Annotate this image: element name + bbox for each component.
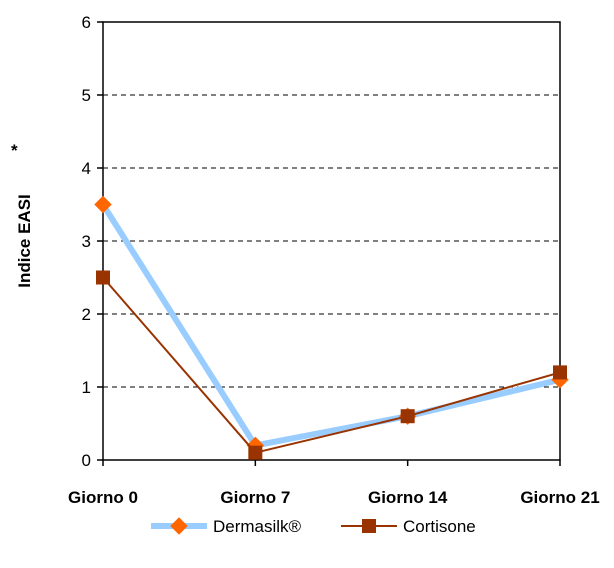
point-cortisone-2 xyxy=(400,409,415,424)
point-cortisone-0 xyxy=(96,270,110,285)
x-tick-label-0: Giorno 0 xyxy=(68,488,138,507)
legend-marker-dermasilk xyxy=(170,517,188,535)
x-tick-label-3: Giorno 21 xyxy=(520,488,599,507)
point-dermasilk-0 xyxy=(94,195,112,214)
y-axis-title-note: * xyxy=(11,141,18,160)
series-layer xyxy=(94,195,569,460)
y-axis-title: Indice EASI xyxy=(15,194,34,288)
x-axis-ticks: Giorno 0 Giorno 7 Giorno 14 Giorno 21 xyxy=(68,460,600,507)
point-cortisone-3 xyxy=(553,365,567,380)
legend-label-dermasilk: Dermasilk® xyxy=(213,517,302,536)
y-tick-label-6: 6 xyxy=(82,13,91,32)
y-tick-label-2: 2 xyxy=(82,305,91,324)
legend-label-cortisone: Cortisone xyxy=(403,517,476,536)
y-tick-label-5: 5 xyxy=(82,86,91,105)
x-tick-label-1: Giorno 7 xyxy=(220,488,290,507)
y-tick-label-1: 1 xyxy=(82,378,91,397)
y-tick-label-3: 3 xyxy=(82,232,91,251)
y-tick-label-4: 4 xyxy=(82,159,91,178)
x-tick-label-2: Giorno 14 xyxy=(368,488,448,507)
series-line-cortisone xyxy=(102,276,561,454)
point-cortisone-1 xyxy=(248,445,263,460)
gridlines xyxy=(103,94,560,388)
y-axis-ticks: 0 1 2 3 4 5 6 xyxy=(82,13,103,470)
legend: Dermasilk® Cortisone xyxy=(151,517,476,536)
y-tick-label-0: 0 xyxy=(82,451,91,470)
series-line-dermasilk xyxy=(100,202,561,449)
legend-marker-cortisone xyxy=(362,519,376,533)
